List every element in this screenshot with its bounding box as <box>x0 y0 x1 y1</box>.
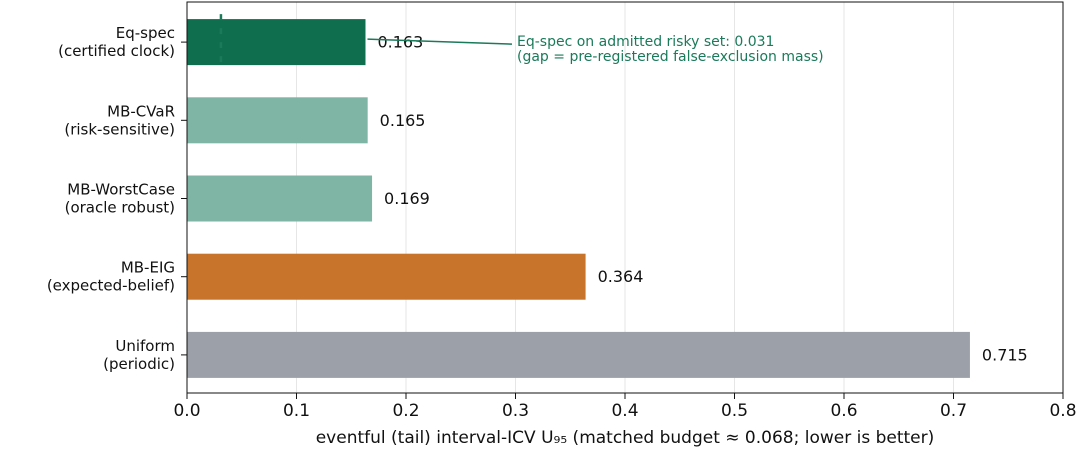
y-tick-label-line: (expected-belief) <box>47 276 175 294</box>
annotation: Eq-spec on admitted risky set: 0.031 <box>517 34 774 50</box>
x-tick-label: 0.6 <box>830 401 857 421</box>
value-label: 0.715 <box>982 345 1028 364</box>
y-tick-label-line: MB-EIG <box>121 258 175 276</box>
value-label: 0.165 <box>380 111 426 130</box>
x-tick-label: 0.1 <box>283 401 310 421</box>
x-axis-label: eventful (tail) interval-ICV U₉₅ (matche… <box>316 428 935 448</box>
y-tick-label-line: Eq-spec <box>116 24 175 42</box>
plot-frame <box>186 1 1064 394</box>
annotation-leader <box>367 38 513 45</box>
x-tick-label: 0.8 <box>1049 401 1076 421</box>
y-tick-label: MB-CVaR (risk-sensitive) <box>64 102 175 138</box>
y-tick-label-line: Uniform <box>115 336 175 354</box>
value-label: 0.364 <box>598 267 644 286</box>
y-tick-label: MB-WorstCase (oracle robust) <box>65 180 175 216</box>
value-label: 0.169 <box>384 189 430 208</box>
x-tick-label: 0.0 <box>173 401 200 421</box>
y-tick-label-line: (oracle robust) <box>65 198 175 216</box>
annotation: (gap = pre-registered false-exclusion ma… <box>517 49 824 65</box>
y-tick-label-line: MB-WorstCase <box>67 180 175 198</box>
bar <box>187 331 970 378</box>
bar <box>187 97 368 144</box>
y-tick-label: Eq-spec (certified clock) <box>58 24 175 60</box>
y-tick-label-line: MB-CVaR <box>107 102 175 120</box>
x-tick-label: 0.5 <box>721 401 748 421</box>
x-tick-label: 0.4 <box>611 401 638 421</box>
y-tick-label: MB-EIG (expected-belief) <box>47 258 175 294</box>
y-tick-label: Uniform (periodic) <box>103 336 175 372</box>
bar <box>187 253 586 300</box>
y-tick-label-line: (certified clock) <box>58 42 175 60</box>
y-tick-label-line: (periodic) <box>103 354 175 372</box>
x-tick-label: 0.3 <box>502 401 529 421</box>
bar <box>187 175 373 222</box>
y-tick-label-line: (risk-sensitive) <box>64 120 175 138</box>
value-label: 0.163 <box>377 33 423 52</box>
x-tick-label: 0.7 <box>940 401 967 421</box>
bar <box>187 19 366 66</box>
x-tick-label: 0.2 <box>392 401 419 421</box>
